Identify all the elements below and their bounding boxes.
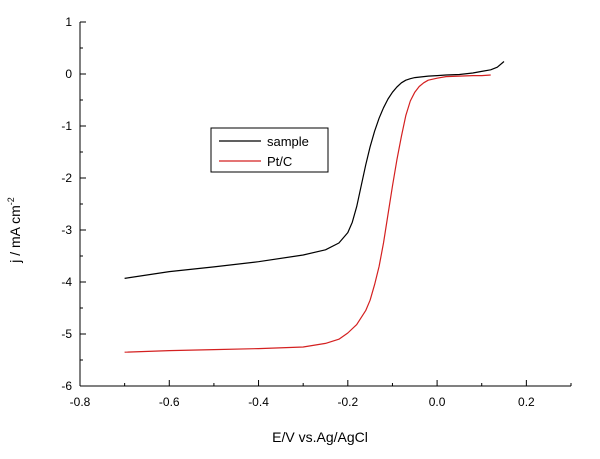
y-tick-label: 1: [65, 15, 72, 29]
y-tick-label: -6: [61, 379, 72, 393]
legend: sample Pt/C: [210, 127, 329, 173]
y-axis-title-superscript: -2: [6, 197, 16, 205]
x-tick-label: 0.0: [429, 395, 446, 409]
axes-group: 1 0 -1 -2 -3 -4 -5 -6 -0.8 -0.6 -0.4 -0.2 0.0 0.2: [61, 15, 572, 409]
x-tick-label: -0.6: [159, 395, 180, 409]
y-tick-label: -5: [61, 327, 72, 341]
y-tick-label: -2: [61, 171, 72, 185]
x-tick-label: -0.2: [337, 395, 358, 409]
series-line-pt-c: [124, 74, 491, 353]
y-tick-label: 0: [65, 67, 72, 81]
y-axis-title-main: j / mA cm: [7, 205, 23, 264]
x-tick-label: -0.4: [248, 395, 269, 409]
x-tick-label: 0.2: [518, 395, 535, 409]
legend-box: [210, 127, 329, 173]
y-tick-label: -4: [61, 275, 72, 289]
legend-label: sample: [267, 134, 309, 149]
y-axis-title: j / mA cm-2: [6, 197, 23, 264]
y-tick-label: -1: [61, 119, 72, 133]
x-tick-label: -0.8: [70, 395, 91, 409]
series-layer: [124, 61, 505, 353]
y-tick-label: -3: [61, 223, 72, 237]
x-axis-title: E/V vs.Ag/AgCl: [272, 429, 368, 445]
legend-label: Pt/C: [267, 154, 292, 169]
series-line-sample: [124, 61, 505, 279]
